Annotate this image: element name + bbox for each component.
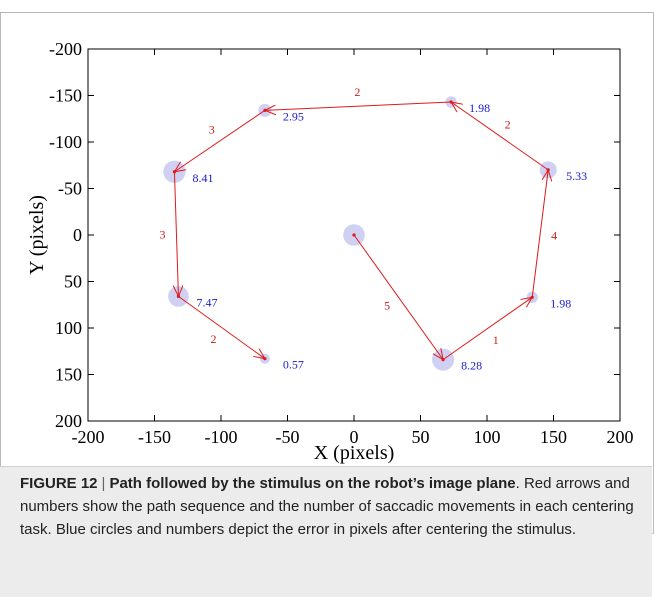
- error-value-label: 1.98: [469, 101, 490, 115]
- y-tick-label: 150: [55, 365, 82, 385]
- error-value-label: 0.57: [283, 358, 304, 372]
- x-tick-label: 200: [607, 427, 634, 447]
- x-tick-label: -200: [72, 427, 105, 447]
- path-arrow: [174, 171, 178, 297]
- x-tick-label: 0: [350, 427, 359, 447]
- figure-frame: -200 -150 -100 -50 0 50 100 150 200 -200 -150 -100-…: [0, 12, 654, 534]
- error-value-label: 8.28: [461, 359, 482, 373]
- x-tick-label: 150: [540, 427, 567, 447]
- path-arrow: [353, 234, 443, 360]
- x-axis-label: X (pixels): [314, 442, 395, 464]
- y-tick-label: -200: [49, 39, 82, 59]
- path-point: [172, 170, 177, 174]
- caption-background: [0, 466, 652, 597]
- path-arrow: [442, 297, 532, 361]
- path-arrow: [531, 170, 548, 298]
- error-value-label: 5.33: [566, 169, 587, 183]
- path-point: [441, 358, 445, 362]
- path-point: [263, 108, 267, 112]
- saccade-count-label: 2: [505, 117, 511, 131]
- path-point: [449, 100, 453, 104]
- path-point: [263, 357, 267, 361]
- path-point: [352, 233, 356, 237]
- figure-label: FIGURE 12: [20, 475, 98, 492]
- saccade-count-label: 1: [493, 333, 499, 347]
- error-value-label: 8.41: [192, 171, 213, 185]
- title-period: .: [515, 475, 520, 492]
- saccade-count-label: 5: [384, 298, 390, 312]
- x-tick-label: -100: [205, 427, 238, 447]
- error-value-label: 1.98: [550, 296, 571, 310]
- y-tick-label: -50: [58, 179, 82, 199]
- saccade-count-label: 3: [209, 122, 215, 136]
- saccade-count-label: 2: [210, 332, 216, 346]
- x-tick-label: -150: [138, 427, 171, 447]
- y-axis-label: Y (pixels): [26, 195, 48, 275]
- path-point: [546, 168, 550, 172]
- path-point: [176, 294, 181, 298]
- x-tick-label: 50: [412, 427, 430, 447]
- y-tick-label: 100: [55, 318, 82, 338]
- x-tick-label: 100: [474, 427, 501, 447]
- error-value-label: 2.95: [283, 109, 304, 123]
- y-tick-label: 0: [73, 225, 82, 245]
- figure-title: Path followed by the stimulus on the rob…: [109, 475, 516, 492]
- saccade-count-label: 3: [159, 228, 165, 242]
- caption-separator: |: [101, 475, 106, 492]
- path-point: [530, 295, 534, 299]
- path-arrow: [265, 101, 452, 110]
- path-arrow: [174, 109, 266, 171]
- saccade-count-label: 4: [551, 228, 557, 242]
- y-tick-label: 200: [55, 411, 82, 431]
- y-tick-label: -100: [49, 132, 82, 152]
- caption-body: Red arrows and numbers show the path seq…: [20, 475, 634, 538]
- figure-caption: FIGURE 12 | Path followed by the stimulus …: [20, 472, 640, 541]
- saccade-count-label: 2: [354, 85, 360, 99]
- path-arrow: [451, 102, 549, 171]
- x-tick-label: -50: [276, 427, 300, 447]
- path-plot: -200 -150 -100 -50 0 50 100 150 200-200-150-100-…: [26, 39, 634, 464]
- y-tick-label: 50: [64, 272, 82, 292]
- y-tick-label: -150: [49, 86, 82, 106]
- path-arrow: [178, 295, 264, 358]
- error-value-label: 7.47: [196, 295, 217, 309]
